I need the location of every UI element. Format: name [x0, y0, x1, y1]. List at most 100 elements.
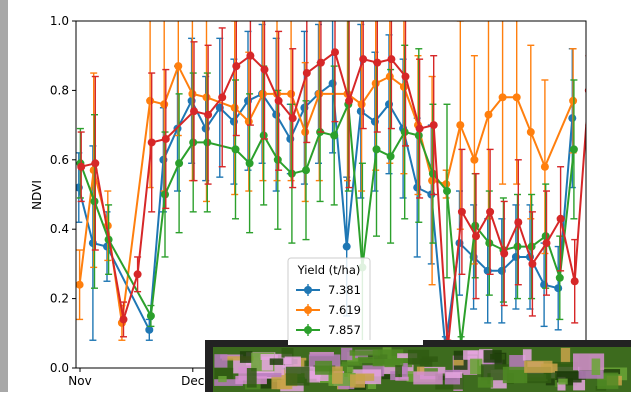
inset-patch	[341, 361, 363, 366]
legend-title: Yield (t/ha)	[297, 263, 361, 277]
legend-swatch-marker	[304, 326, 312, 334]
data-point	[486, 207, 495, 216]
data-point	[542, 239, 551, 248]
inset-patch	[269, 358, 284, 365]
data-point	[161, 190, 169, 199]
plot-area	[76, 21, 586, 368]
data-point	[246, 51, 255, 60]
data-point	[174, 62, 183, 71]
data-point	[232, 62, 241, 71]
data-point	[288, 114, 297, 123]
inset-patch	[453, 359, 464, 366]
inset-patch	[214, 354, 228, 368]
data-point	[540, 162, 549, 171]
data-point	[274, 96, 283, 105]
data-point	[203, 138, 212, 147]
inset-patch	[591, 358, 601, 375]
data-point	[541, 232, 550, 241]
series-8-095	[77, 21, 586, 355]
data-point	[91, 159, 100, 168]
data-point	[161, 134, 170, 143]
data-point	[400, 128, 409, 137]
data-point	[147, 138, 156, 147]
inset-patch	[346, 366, 354, 373]
legend-entry-label: 7.381	[328, 283, 361, 297]
legend-entry-label: 7.857	[328, 323, 361, 337]
inset-patch	[524, 360, 553, 373]
inset-patch	[306, 372, 321, 383]
inset-patch	[413, 371, 443, 385]
inset-patch	[578, 370, 604, 379]
data-point	[371, 79, 380, 88]
data-point	[342, 242, 351, 251]
x-tick-label: Dec	[181, 374, 204, 388]
inset-patch	[372, 349, 404, 367]
data-point	[414, 131, 423, 140]
y-tick-label: 0.4	[50, 222, 69, 236]
data-point	[569, 145, 578, 154]
inset-patch	[315, 360, 333, 375]
data-point	[373, 58, 382, 67]
data-point	[500, 249, 509, 258]
inset-patch	[477, 377, 494, 388]
data-point	[457, 207, 466, 216]
data-point	[470, 155, 479, 164]
data-point	[315, 89, 324, 98]
inset-patch	[214, 379, 243, 386]
data-point	[302, 69, 311, 78]
x-tick-label: Nov	[68, 374, 91, 388]
inset-patch	[309, 351, 334, 357]
data-point	[528, 259, 537, 268]
inset-patch	[281, 357, 292, 365]
legend-swatch-marker	[304, 306, 312, 314]
data-point	[189, 138, 198, 147]
inset-patch	[341, 347, 353, 361]
inset-patch	[332, 366, 343, 384]
data-point	[472, 232, 480, 241]
inset-patch	[350, 374, 365, 388]
data-point	[512, 93, 521, 102]
y-tick-label: 1.0	[50, 14, 69, 28]
inset-patch	[304, 360, 314, 371]
data-point	[357, 100, 366, 109]
y-axis-label: NDVI	[30, 180, 44, 210]
data-point	[260, 65, 269, 74]
data-point	[230, 103, 239, 112]
data-point	[485, 239, 494, 248]
data-point	[316, 58, 325, 67]
inset-patch	[463, 350, 485, 360]
data-point	[301, 128, 310, 137]
data-point	[456, 121, 465, 130]
data-point	[302, 166, 310, 175]
inset-patch	[222, 356, 254, 361]
data-point	[245, 159, 254, 168]
inset-patch	[556, 372, 582, 383]
inset-patch	[349, 350, 381, 356]
inset-patch	[246, 368, 257, 388]
data-point	[330, 131, 339, 140]
inset-patch	[397, 353, 418, 359]
data-point	[386, 152, 395, 161]
inset-patch	[470, 358, 483, 375]
data-point	[526, 128, 535, 137]
y-tick-label: 0.8	[50, 83, 69, 97]
legend-swatch-marker	[304, 286, 312, 294]
inset-patch	[260, 377, 281, 389]
data-point	[568, 114, 577, 123]
inset-patch	[285, 366, 310, 386]
data-point	[218, 93, 227, 102]
inset-patch	[558, 378, 568, 385]
data-point	[514, 218, 523, 227]
inset-patch	[480, 364, 509, 381]
data-point	[202, 93, 211, 102]
inset-top-highlight	[288, 340, 423, 345]
inset-patch	[416, 366, 425, 375]
data-point	[77, 162, 86, 171]
data-point	[258, 89, 267, 98]
data-point	[401, 72, 410, 81]
data-point	[372, 145, 381, 154]
data-point	[146, 311, 155, 320]
data-point	[119, 315, 128, 324]
data-point	[160, 100, 169, 109]
